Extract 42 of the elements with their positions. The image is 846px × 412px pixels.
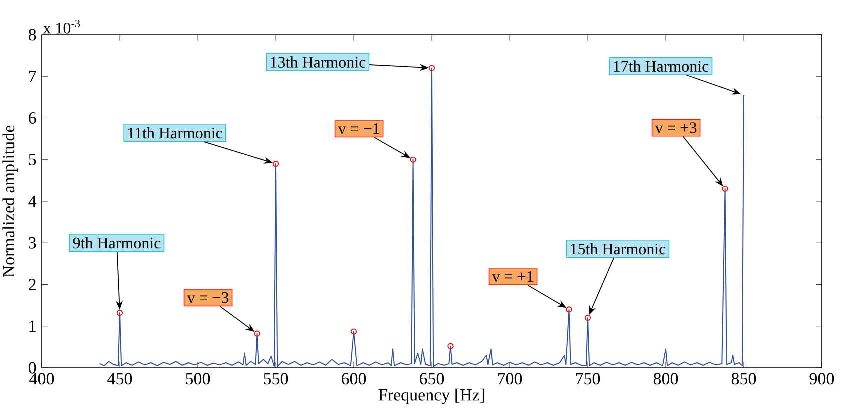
point	[410, 156, 416, 163]
point	[272, 160, 280, 168]
annotation: 13th Harmonic	[271, 56, 366, 68]
x-tick-label: 650	[420, 373, 444, 385]
x-tick-label: 400	[30, 373, 54, 385]
y-tick-label: 4	[28, 196, 37, 208]
x-tick-label: 500	[186, 373, 210, 385]
y-tick-label: 0	[28, 362, 36, 374]
point	[584, 314, 592, 322]
x-tick-label: 750	[576, 373, 600, 385]
y-tick-label: 6	[29, 112, 36, 124]
point	[254, 330, 260, 337]
point	[350, 328, 358, 335]
y-tick-label: 7	[29, 71, 36, 82]
point	[722, 186, 728, 192]
y-tick-label: 3	[29, 237, 36, 249]
annotation: 11th Harmonic	[128, 127, 222, 139]
x-tick-label: 700	[498, 373, 522, 385]
point	[448, 343, 454, 350]
x-tick-label: 550	[264, 373, 288, 385]
text: x 10$^{-3}$	[43, 20, 80, 34]
point	[428, 65, 436, 72]
x-axis-title: Frequency [Hz]	[378, 388, 484, 404]
annotation: 17th Harmonic	[614, 60, 709, 72]
y-tick-label: 1	[30, 320, 36, 332]
annotation: 9th Harmonic	[73, 237, 161, 249]
annotation: v = −1	[338, 124, 380, 134]
y-tick-label: 5	[29, 154, 36, 166]
annotation: v = +1	[492, 271, 534, 282]
x-tick-label: 900	[810, 373, 834, 385]
annotation: v = −3	[187, 292, 229, 304]
point	[566, 306, 572, 313]
y-tick-label: 8	[28, 29, 36, 41]
annotation: v = +3	[655, 122, 697, 134]
y-axis-title: Normalized amplitude	[2, 126, 18, 278]
x-tick-label: 450	[108, 373, 132, 385]
annotation: 15th Harmonic	[571, 243, 666, 255]
x-tick-label: 850	[732, 373, 756, 385]
x-tick-label: 600	[342, 373, 366, 385]
y-tick-label: 2	[29, 279, 36, 290]
point	[116, 310, 124, 316]
x-tick-label: 800	[654, 373, 678, 385]
